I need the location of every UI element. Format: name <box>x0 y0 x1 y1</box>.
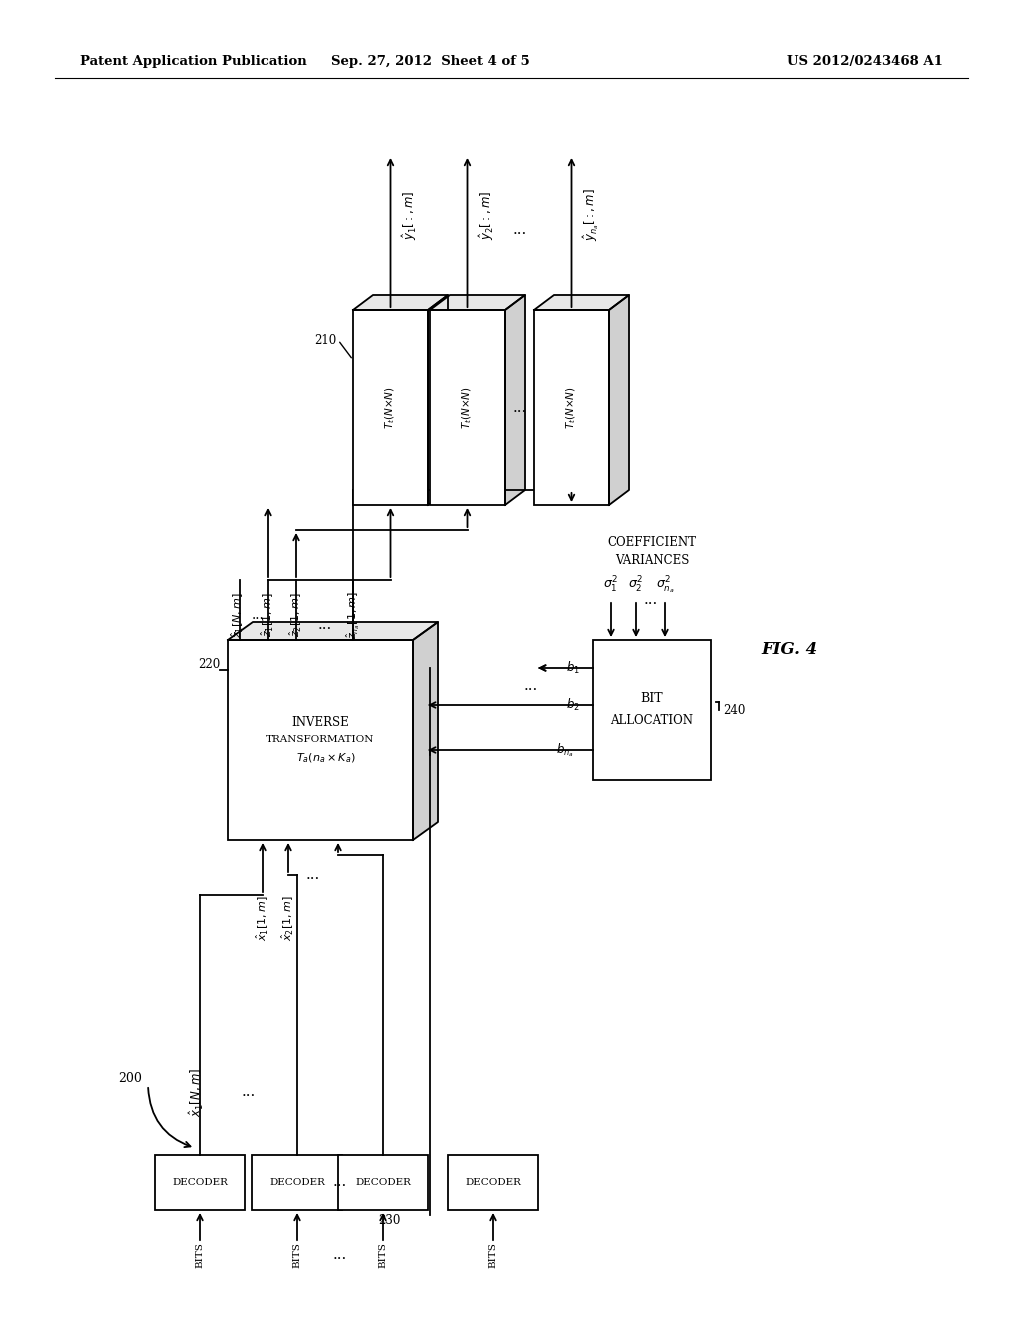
Text: $\hat{z}_1[1,m]$: $\hat{z}_1[1,m]$ <box>260 593 276 638</box>
Bar <box>534 310 609 506</box>
Text: $b_2$: $b_2$ <box>566 697 580 713</box>
Text: ...: ... <box>317 618 332 632</box>
Text: $\sigma_2^2$: $\sigma_2^2$ <box>629 576 643 595</box>
Text: VARIANCES: VARIANCES <box>614 553 689 566</box>
Text: $\hat{y}_2[:,m]$: $\hat{y}_2[:,m]$ <box>477 190 497 239</box>
Polygon shape <box>430 294 525 310</box>
Bar <box>593 640 711 780</box>
Text: $T_t(N{\times}N)$: $T_t(N{\times}N)$ <box>384 385 397 429</box>
Text: COEFFICIENT: COEFFICIENT <box>607 536 696 549</box>
Text: Patent Application Publication: Patent Application Publication <box>80 55 307 69</box>
Bar <box>353 310 428 506</box>
Text: DECODER: DECODER <box>172 1177 228 1187</box>
Text: Sep. 27, 2012  Sheet 4 of 5: Sep. 27, 2012 Sheet 4 of 5 <box>331 55 529 69</box>
Text: DECODER: DECODER <box>355 1177 411 1187</box>
Bar <box>338 1155 428 1210</box>
Text: 200: 200 <box>118 1072 142 1085</box>
Polygon shape <box>428 294 449 506</box>
Text: ...: ... <box>523 680 538 693</box>
Text: ...: ... <box>306 869 321 882</box>
Text: ...: ... <box>512 223 526 238</box>
Text: ...: ... <box>333 1247 347 1262</box>
Bar <box>155 1155 245 1210</box>
Text: $\hat{z}_1[N,m]$: $\hat{z}_1[N,m]$ <box>230 593 246 638</box>
Text: INVERSE: INVERSE <box>292 715 349 729</box>
Text: $b_{n_a}$: $b_{n_a}$ <box>556 742 573 759</box>
Text: $T_t(N{\times}N)$: $T_t(N{\times}N)$ <box>461 385 474 429</box>
Polygon shape <box>534 294 629 310</box>
Text: ...: ... <box>333 1176 347 1189</box>
Bar <box>252 1155 342 1210</box>
Text: 230: 230 <box>378 1213 400 1226</box>
Bar <box>449 1155 538 1210</box>
Text: ...: ... <box>242 1085 256 1100</box>
Text: FIG. 4: FIG. 4 <box>762 642 818 659</box>
Polygon shape <box>505 294 525 506</box>
Text: DECODER: DECODER <box>269 1177 325 1187</box>
Polygon shape <box>609 294 629 506</box>
Text: BIT: BIT <box>641 692 664 705</box>
Text: US 2012/0243468 A1: US 2012/0243468 A1 <box>787 55 943 69</box>
Bar <box>228 640 413 840</box>
Polygon shape <box>228 622 438 640</box>
Text: 220: 220 <box>198 659 220 672</box>
Polygon shape <box>413 622 438 840</box>
Text: $\hat{z}_2[1,m]$: $\hat{z}_2[1,m]$ <box>288 593 304 638</box>
Text: 240: 240 <box>723 704 745 717</box>
Text: BITS: BITS <box>379 1242 387 1269</box>
Text: $\hat{y}_1[:,m]$: $\hat{y}_1[:,m]$ <box>400 190 420 239</box>
Text: $b_1$: $b_1$ <box>566 660 580 676</box>
Text: $\sigma_1^2$: $\sigma_1^2$ <box>603 576 618 595</box>
Text: BITS: BITS <box>293 1242 301 1269</box>
Text: ...: ... <box>252 609 264 622</box>
Text: $\sigma_{n_a}^2$: $\sigma_{n_a}^2$ <box>655 574 675 595</box>
Text: $\hat{y}_{n_a}[:,m]$: $\hat{y}_{n_a}[:,m]$ <box>582 189 601 242</box>
Polygon shape <box>353 294 449 310</box>
Text: BITS: BITS <box>488 1242 498 1269</box>
Text: DECODER: DECODER <box>465 1177 521 1187</box>
Text: $T_t(N{\times}N)$: $T_t(N{\times}N)$ <box>564 385 579 429</box>
Text: 210: 210 <box>313 334 336 346</box>
Text: TRANSFORMATION: TRANSFORMATION <box>266 735 375 744</box>
Text: $\hat{x}_2[1,m]$: $\hat{x}_2[1,m]$ <box>280 895 296 941</box>
Text: BITS: BITS <box>196 1242 205 1269</box>
Text: $\hat{x}_1[N,m]$: $\hat{x}_1[N,m]$ <box>188 1068 206 1117</box>
Bar <box>430 310 505 506</box>
Text: ALLOCATION: ALLOCATION <box>610 714 693 726</box>
Text: $T_a(n_a \times K_a)$: $T_a(n_a \times K_a)$ <box>296 751 355 764</box>
Text: $\hat{z}_{n_a}[1,m]$: $\hat{z}_{n_a}[1,m]$ <box>344 591 361 639</box>
Text: $\hat{x}_1[1,m]$: $\hat{x}_1[1,m]$ <box>255 895 271 941</box>
Text: ...: ... <box>512 400 526 414</box>
Text: ...: ... <box>643 593 657 607</box>
